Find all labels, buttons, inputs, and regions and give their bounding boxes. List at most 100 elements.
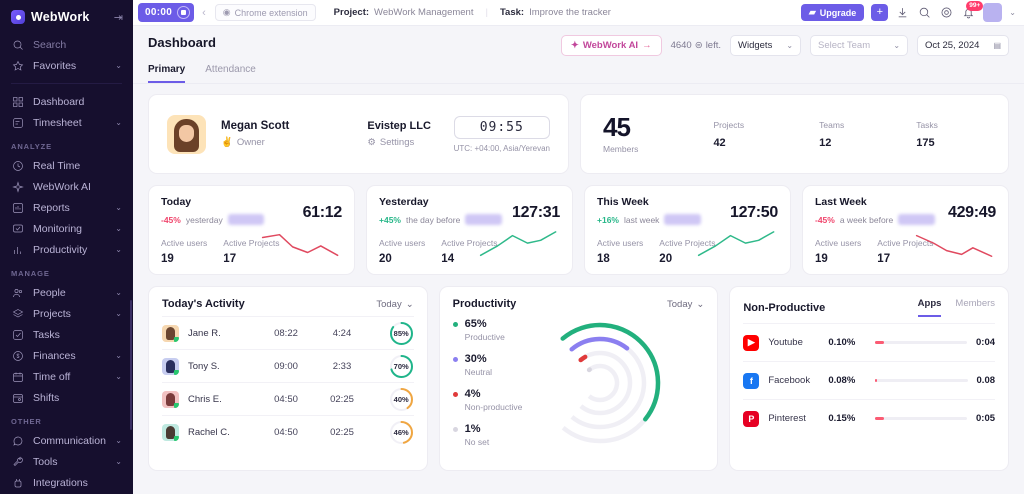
tasks-stat: Tasks 175 — [916, 120, 938, 149]
sidebar-item-monitoring[interactable]: Monitoring ⌄ — [0, 218, 133, 239]
start-time: 08:22 — [274, 327, 298, 339]
legend-value: 65% — [464, 318, 487, 330]
table-row[interactable]: Chris E. 04:50 02:25 40% — [162, 382, 414, 415]
sidebar-item-timesheet[interactable]: Timesheet ⌄ — [0, 112, 133, 133]
app-time: 0:04 — [976, 337, 996, 348]
shift-icon — [11, 391, 24, 404]
productivity-range-select[interactable]: Today ⌄ — [667, 299, 704, 310]
sidebar-scrollbar[interactable] — [130, 300, 132, 430]
sidebar-item-tasks[interactable]: Tasks — [0, 324, 133, 345]
sidebar-item-label: Shifts — [33, 391, 60, 404]
collapse-sidebar-icon[interactable]: ⇥ — [113, 11, 123, 24]
tab-members[interactable]: Members — [955, 298, 996, 309]
table-row[interactable]: Jane R. 08:22 4:24 85% — [162, 316, 414, 349]
company-name: Evistep LLC — [367, 120, 431, 132]
page-title: Dashboard — [148, 35, 216, 50]
widgets-select[interactable]: Widgets ⌄ — [730, 35, 802, 56]
add-button[interactable]: + — [871, 4, 889, 21]
company-settings-link[interactable]: ⚙ Settings — [367, 137, 431, 148]
duration: 02:25 — [330, 393, 354, 405]
page-header: Dashboard ✦ WebWork AI → 4640 ⊜ left. Wi… — [133, 26, 1024, 56]
sidebar-item-search[interactable]: Search — [0, 34, 133, 55]
user-avatar[interactable] — [167, 114, 206, 154]
download-icon[interactable] — [895, 5, 910, 20]
kpi-delta: +16% last week 127:50 — [597, 214, 778, 225]
tab-attendance[interactable]: Attendance — [205, 64, 256, 75]
kpi-metrics: Active users 18 Active Projects 20 — [597, 238, 778, 265]
sidebar-item-label: Productivity — [33, 243, 88, 256]
monitor-icon — [11, 222, 24, 235]
project-value: WebWork Management — [374, 7, 474, 18]
productivity-body: 65% Productive 30% Neutral 4% Non-productive 1… — [452, 318, 705, 458]
kpi-metrics: Active users 19 Active Projects 17 — [161, 238, 342, 265]
activity-range-select[interactable]: Today ⌄ — [376, 299, 413, 310]
upgrade-button[interactable]: ▰ Upgrade — [800, 4, 865, 21]
app-name: Pinterest — [768, 413, 806, 424]
table-row[interactable]: ▶ Youtube 0.10% 0:04 — [743, 323, 996, 361]
sidebar-item-shifts[interactable]: Shifts — [0, 387, 133, 408]
duration: 02:25 — [330, 426, 354, 438]
tab-apps[interactable]: Apps — [917, 298, 942, 317]
tab-primary[interactable]: Primary — [148, 64, 186, 83]
stat-value: 12 — [819, 136, 832, 149]
clock-block: 09:55 UTC: +04:00, Asia/Yerevan — [453, 115, 550, 153]
kpi-compare: the day before — [405, 214, 461, 225]
stop-icon[interactable] — [177, 6, 191, 19]
chevron-down-icon: ⌄ — [115, 351, 122, 360]
sidebar-logo[interactable]: WebWork ⇥ — [0, 0, 133, 34]
sidebar-item-productivity[interactable]: Productivity ⌄ — [0, 239, 133, 260]
webwork-ai-button[interactable]: ✦ WebWork AI → — [560, 35, 662, 56]
chevron-down-icon[interactable]: ⌄ — [1009, 8, 1016, 17]
legend-item: 4% Non-productive — [452, 388, 558, 412]
sidebar-item-tools[interactable]: Tools ⌄ — [0, 451, 133, 472]
start-time: 04:50 — [274, 426, 298, 438]
sidebar-item-integrations[interactable]: Integrations — [0, 472, 133, 493]
table-row[interactable]: Tony S. 09:00 2:33 70% — [162, 349, 414, 382]
kpi-blurred-value: 105:29 — [465, 214, 502, 225]
productivity-panel: Productivity Today ⌄ 65% Productive 30% Neu… — [438, 286, 719, 471]
layers-icon — [11, 307, 24, 320]
sidebar-item-reports[interactable]: Reports ⌄ — [0, 197, 133, 218]
chevron-down-icon: ⌄ — [786, 41, 794, 50]
calendar-icon — [11, 370, 24, 383]
app-time: 0.08 — [976, 375, 996, 386]
sidebar-item-people[interactable]: People ⌄ — [0, 282, 133, 303]
sparkle-icon — [11, 180, 24, 193]
webwork-logo-icon — [11, 10, 25, 24]
timer-widget[interactable]: 00:00 — [138, 3, 195, 22]
gear-icon[interactable] — [939, 5, 954, 20]
team-select[interactable]: Select Team ⌄ — [810, 35, 909, 56]
sidebar-item-projects[interactable]: Projects ⌄ — [0, 303, 133, 324]
credits-indicator: 4640 ⊜ left. — [671, 40, 721, 51]
sidebar-item-favorites[interactable]: Favorites ⌄ — [0, 55, 133, 76]
table-row[interactable]: Rachel C. 04:50 02:25 46% — [162, 415, 414, 448]
user-role-label: Owner — [236, 137, 265, 148]
avatar[interactable] — [983, 3, 1003, 22]
sidebar-item-communication[interactable]: Communication ⌄ — [0, 430, 133, 451]
date-picker[interactable]: Oct 25, 2024 ▤ — [917, 35, 1009, 56]
chevron-left-icon[interactable]: ‹ — [202, 6, 206, 19]
panel-title: Non-Productive — [743, 301, 826, 314]
chrome-extension-button[interactable]: ◉ Chrome extension — [214, 4, 316, 21]
sidebar-item-finances[interactable]: Finances ⌄ — [0, 345, 133, 366]
table-row[interactable]: P Pinterest 0.15% 0:05 — [743, 399, 996, 437]
search-icon[interactable] — [917, 5, 932, 20]
sidebar-item-webwork-ai[interactable]: WebWork AI — [0, 176, 133, 197]
app-name: Facebook — [768, 375, 811, 386]
bell-icon[interactable]: 99+ — [961, 1, 984, 20]
sidebar-item-real-time[interactable]: Real Time — [0, 155, 133, 176]
legend-item: 1% No set — [452, 423, 558, 447]
sidebar-section-analyze: ANALYZE — [11, 142, 53, 151]
brand-name: WebWork — [31, 10, 90, 24]
table-row[interactable]: f Facebook 0.08% 0.08 — [743, 361, 996, 399]
stat-label: Teams — [819, 119, 845, 130]
activity-list: Jane R. 08:22 4:24 85% Tony S. 09:00 2:33 70% Ch… — [162, 316, 414, 448]
sidebar-item-dashboard[interactable]: Dashboard — [0, 91, 133, 112]
chevron-down-icon: ⌄ — [115, 436, 122, 445]
star-icon — [11, 59, 24, 72]
chevron-down-icon: ⌄ — [405, 298, 414, 310]
sidebar-item-time-off[interactable]: Time off ⌄ — [0, 366, 133, 387]
kpi-compare: a week before — [839, 214, 894, 225]
panel-header: Non-Productive Apps Members — [743, 298, 995, 317]
